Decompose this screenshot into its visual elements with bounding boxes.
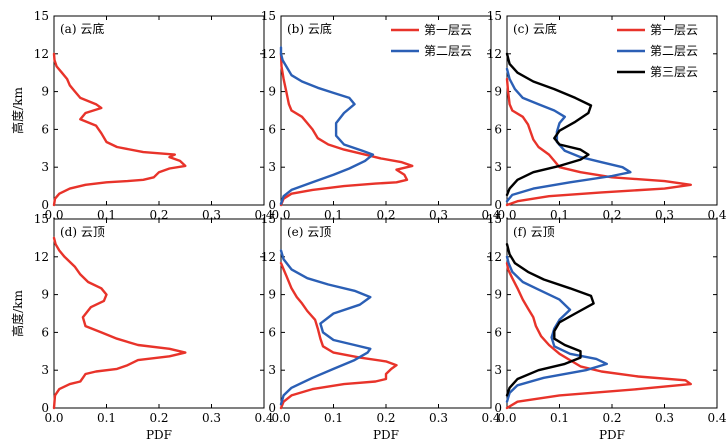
panel-5-ytick-label: 15 <box>261 212 276 226</box>
panel-4-xtick-label: 0.3 <box>202 411 221 425</box>
panel-6-series-1-line <box>505 261 692 410</box>
panel-3-ytick-label: 0 <box>494 198 502 212</box>
panel-3-ytick-label: 6 <box>494 122 502 136</box>
panel-3-ytick-label: 3 <box>494 160 502 174</box>
panel-4-ytick-label: 9 <box>41 288 49 302</box>
panel-4-ytick-label: 15 <box>34 212 49 226</box>
panel-1-label: (a) 云底 <box>60 21 104 36</box>
panel-5-series-2-line <box>279 249 372 406</box>
panel-3-label: (c) 云底 <box>513 21 557 36</box>
panel-3-series-1-line <box>505 77 692 207</box>
panel-6-series-3-line <box>505 243 595 397</box>
panel-6-xtick-label: 0.1 <box>550 411 569 425</box>
panel-5-xlabel: PDF <box>373 428 399 442</box>
panel-5-xtick-label: 0.2 <box>376 411 395 425</box>
panel-2-legend-label: 第一层云 <box>424 23 472 37</box>
panel-4-xtick-label: 0.4 <box>254 411 273 425</box>
panel-1-ytick-label: 6 <box>41 122 49 136</box>
panel-6-series-2-line <box>505 255 608 403</box>
panel-2-label: (b) 云底 <box>287 21 332 36</box>
panel-4-xlabel: PDF <box>146 428 172 442</box>
panel-5-series-1-line <box>279 261 398 410</box>
panel-1-frame <box>53 15 265 206</box>
panel-6-xlabel: PDF <box>599 428 625 442</box>
panel-5-xtick-label: 0.4 <box>481 411 500 425</box>
panel-5-ytick-label: 3 <box>268 363 276 377</box>
panel-4-ytick-label: 12 <box>34 250 49 264</box>
panel-2-series-1-line <box>279 52 414 207</box>
panel-2-legend-label: 第二层云 <box>424 44 472 58</box>
panel-4-label: (d) 云顶 <box>60 225 105 239</box>
panel-5-xtick-label: 0.1 <box>324 411 343 425</box>
panel-1-series-1-line <box>52 52 187 207</box>
panel-2-ytick-label: 6 <box>268 122 276 136</box>
panel-3-series-3-line <box>505 52 593 197</box>
panel-4-series-1-line <box>52 236 187 410</box>
panel-1-ytick-label: 9 <box>41 85 49 99</box>
panel-6-ytick-label: 12 <box>487 250 502 264</box>
panel-6-xtick-label: 0.4 <box>707 411 726 425</box>
panel-3-series-2-line <box>505 67 632 203</box>
panel-6-xtick-label: 0.3 <box>655 411 674 425</box>
panel-6-ytick-label: 9 <box>494 288 502 302</box>
panel-6-label: (f) 云顶 <box>513 225 555 239</box>
panel-4-xtick-label: 0.0 <box>44 411 63 425</box>
panel-3-legend-label: 第二层云 <box>650 44 698 58</box>
panel-1-ylabel: 高度/km <box>10 87 25 134</box>
panel-1-ytick-label: 12 <box>34 47 49 61</box>
panel-6-xtick-label: 0.2 <box>602 411 621 425</box>
panel-2-ytick-label: 12 <box>261 47 276 61</box>
panel-3-legend-label: 第三层云 <box>650 65 698 79</box>
panel-3-ytick-label: 15 <box>487 9 502 23</box>
panel-4-ylabel: 高度/km <box>10 290 25 337</box>
panel-2-series-2-line <box>279 46 375 205</box>
panel-4-ytick-label: 0 <box>41 401 49 415</box>
panel-1-ytick-label: 15 <box>34 9 49 23</box>
panel-5-ytick-label: 0 <box>268 401 276 415</box>
panel-6-ytick-label: 15 <box>487 212 502 226</box>
panel-5-ytick-label: 6 <box>268 325 276 339</box>
panel-5-ytick-label: 9 <box>268 288 276 302</box>
panel-6-ytick-label: 6 <box>494 325 502 339</box>
panel-2-ytick-label: 9 <box>268 85 276 99</box>
panel-2-ytick-label: 3 <box>268 160 276 174</box>
panel-5-xtick-label: 0.3 <box>429 411 448 425</box>
panel-3-ytick-label: 9 <box>494 85 502 99</box>
panel-2-ytick-label: 0 <box>268 198 276 212</box>
panel-4-xtick-label: 0.1 <box>97 411 116 425</box>
panel-5-xtick-label: 0.0 <box>271 411 290 425</box>
panel-1-ytick-label: 3 <box>41 160 49 174</box>
panel-4-ytick-label: 3 <box>41 363 49 377</box>
panel-6-ytick-label: 0 <box>494 401 502 415</box>
panel-2-ytick-label: 15 <box>261 9 276 23</box>
panel-6-ytick-label: 3 <box>494 363 502 377</box>
panel-5-ytick-label: 12 <box>261 250 276 264</box>
panel-3-legend-label: 第一层云 <box>650 23 698 37</box>
panel-4-xtick-label: 0.2 <box>149 411 168 425</box>
panel-4-ytick-label: 6 <box>41 325 49 339</box>
panel-3-ytick-label: 12 <box>487 47 502 61</box>
panel-6-xtick-label: 0.0 <box>497 411 516 425</box>
panel-1-ytick-label: 0 <box>41 198 49 212</box>
panel-5-label: (e) 云顶 <box>287 225 331 239</box>
